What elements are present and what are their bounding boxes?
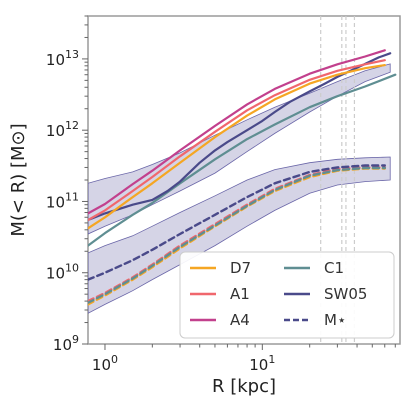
- series-line-a1: [88, 59, 386, 222]
- series-line-stellar-8: [88, 166, 386, 304]
- legend: D7 C1 A1 SW05 A4 M⋆: [179, 251, 395, 339]
- series-line-c1: [88, 73, 397, 247]
- uncertainty-bands: [88, 63, 391, 314]
- legend-label: C1: [324, 259, 344, 277]
- legend-label: A1: [230, 285, 250, 303]
- uncertainty-band-1: [88, 63, 391, 235]
- y-tick-label: 1010: [46, 262, 79, 283]
- y-tick-label: 109: [53, 333, 79, 354]
- axis-ticks: 100 101 109 1010 1011 1012 1013: [46, 15, 396, 374]
- y-axis-label: M(< R) [M⊙]: [8, 123, 29, 236]
- legend-label: A4: [230, 311, 250, 329]
- series-line-a4: [88, 49, 386, 215]
- series-lines: [88, 49, 397, 306]
- y-tick-label: 1013: [46, 48, 79, 69]
- legend-label: SW05: [324, 285, 367, 303]
- x-axis-label: R [kpc]: [212, 376, 276, 397]
- x-tick-label: 101: [249, 353, 275, 374]
- legend-label: M⋆: [324, 311, 346, 329]
- y-tick-label: 1012: [46, 119, 79, 140]
- legend-label: D7: [230, 259, 251, 277]
- series-line-m: [88, 164, 386, 281]
- y-tick-label: 1011: [46, 190, 79, 211]
- x-tick-label: 100: [92, 353, 118, 374]
- uncertainty-band-2: [88, 156, 391, 314]
- series-line-sw05: [88, 52, 392, 222]
- series-line-d7: [88, 63, 386, 230]
